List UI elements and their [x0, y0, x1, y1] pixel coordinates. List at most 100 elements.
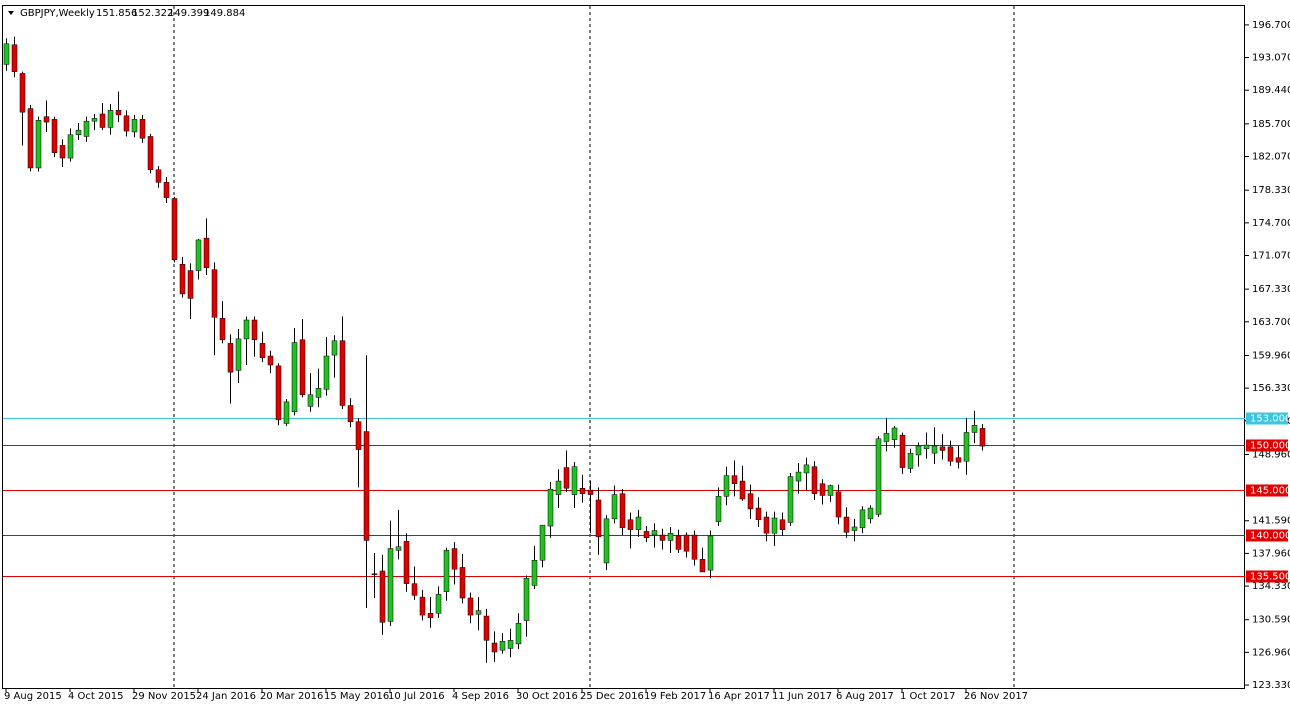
- candle-body: [819, 483, 826, 496]
- candle-body: [43, 116, 50, 123]
- candle-body: [315, 388, 322, 398]
- candle-body: [891, 427, 898, 440]
- x-tick-label: 9 Aug 2015: [4, 691, 62, 702]
- menu-triangle[interactable]: [8, 11, 14, 15]
- y-tick-label: 185.700: [1252, 119, 1290, 130]
- header-close: 149.884: [204, 8, 245, 19]
- candle-body: [299, 339, 306, 395]
- candle-body: [955, 457, 962, 463]
- y-tick-label: 189.440: [1252, 85, 1290, 96]
- candle-body: [379, 570, 386, 623]
- candle-body: [3, 43, 10, 65]
- candle-body: [595, 499, 602, 538]
- candle-body: [19, 73, 26, 113]
- y-tick-label: 171.070: [1252, 250, 1290, 261]
- x-tick-label: 16 Apr 2017: [708, 691, 770, 702]
- candle-body: [355, 421, 362, 450]
- candle-body: [491, 642, 498, 653]
- candle-body: [563, 467, 570, 489]
- level-label-box: [1246, 412, 1288, 425]
- candle-body: [803, 464, 810, 474]
- x-tick-label: 20 Mar 2016: [260, 691, 323, 702]
- level-label-box: [1246, 570, 1288, 583]
- candle-body: [707, 535, 714, 571]
- x-tick-label: 26 Nov 2017: [964, 691, 1028, 702]
- level-label: 135.500: [1250, 572, 1290, 583]
- y-tick-label: 141.590: [1252, 516, 1290, 527]
- candle-body: [931, 445, 938, 454]
- candle-body: [827, 485, 834, 496]
- candle-body: [235, 338, 242, 371]
- candle-body: [243, 319, 250, 340]
- y-tick-label: 178.330: [1252, 185, 1290, 196]
- candle-body: [147, 136, 154, 171]
- header-open: 151.856: [96, 8, 137, 19]
- x-tick-label: 11 Jun 2017: [772, 691, 832, 702]
- candle-body: [851, 526, 858, 531]
- candle-body: [387, 548, 394, 622]
- candle-body: [603, 518, 610, 564]
- candle-body: [555, 480, 562, 495]
- candle-body: [459, 567, 466, 599]
- candle-body: [427, 613, 434, 619]
- y-tick-label: 163.700: [1252, 317, 1290, 328]
- candle-body: [339, 340, 346, 406]
- candle-body: [259, 343, 266, 359]
- y-tick-label: 196.700: [1252, 20, 1290, 31]
- x-tick-label: 19 Feb 2017: [644, 691, 706, 702]
- candle-body: [59, 145, 66, 159]
- candle-body: [267, 355, 274, 366]
- candle-body: [571, 466, 578, 495]
- candle-body: [131, 119, 138, 133]
- candle-body: [667, 532, 674, 541]
- candle-body: [771, 517, 778, 534]
- candle-body: [51, 119, 58, 153]
- candle-body: [195, 239, 202, 271]
- candle-body: [979, 428, 986, 447]
- candle-body: [275, 365, 282, 421]
- candle-body: [923, 444, 930, 449]
- y-tick-label: 174.700: [1252, 218, 1290, 229]
- candle-body: [139, 119, 146, 139]
- candle-body: [187, 270, 194, 299]
- y-tick-label: 137.960: [1252, 548, 1290, 559]
- candle-body: [747, 493, 754, 510]
- candle-body: [651, 530, 658, 536]
- level-label-box: [1246, 529, 1288, 542]
- candle-body: [123, 115, 130, 132]
- candle-body: [835, 491, 842, 518]
- candle-body: [331, 340, 338, 356]
- candle-body: [843, 516, 850, 533]
- candle-body: [715, 496, 722, 522]
- candle-body: [227, 343, 234, 373]
- candle-body: [11, 44, 18, 72]
- candle-body: [875, 438, 882, 515]
- candle-body: [683, 534, 690, 552]
- candle-body: [411, 583, 418, 596]
- candle-body: [787, 476, 794, 523]
- candle-body: [579, 488, 586, 494]
- candle-body: [763, 516, 770, 534]
- candle-body: [723, 475, 730, 497]
- x-tick-label: 15 May 2016: [324, 691, 389, 702]
- x-tick-label: 10 Jul 2016: [388, 691, 445, 702]
- candle-body: [35, 120, 42, 169]
- candle-body: [971, 425, 978, 433]
- level-label-box: [1246, 439, 1288, 452]
- level-label: 150.000: [1250, 441, 1290, 452]
- candle-body: [531, 559, 538, 586]
- candle-body: [323, 355, 330, 390]
- candle-body: [899, 434, 906, 468]
- level-label: 140.000: [1250, 531, 1290, 542]
- y-tick-label: 156.330: [1252, 383, 1290, 394]
- level-label: 153.000: [1250, 414, 1290, 425]
- candle-body: [27, 108, 34, 169]
- candle-body: [795, 471, 802, 482]
- candle-body: [627, 519, 634, 530]
- candle-body: [547, 488, 554, 527]
- candle-body: [947, 446, 954, 462]
- candle-body: [779, 519, 786, 530]
